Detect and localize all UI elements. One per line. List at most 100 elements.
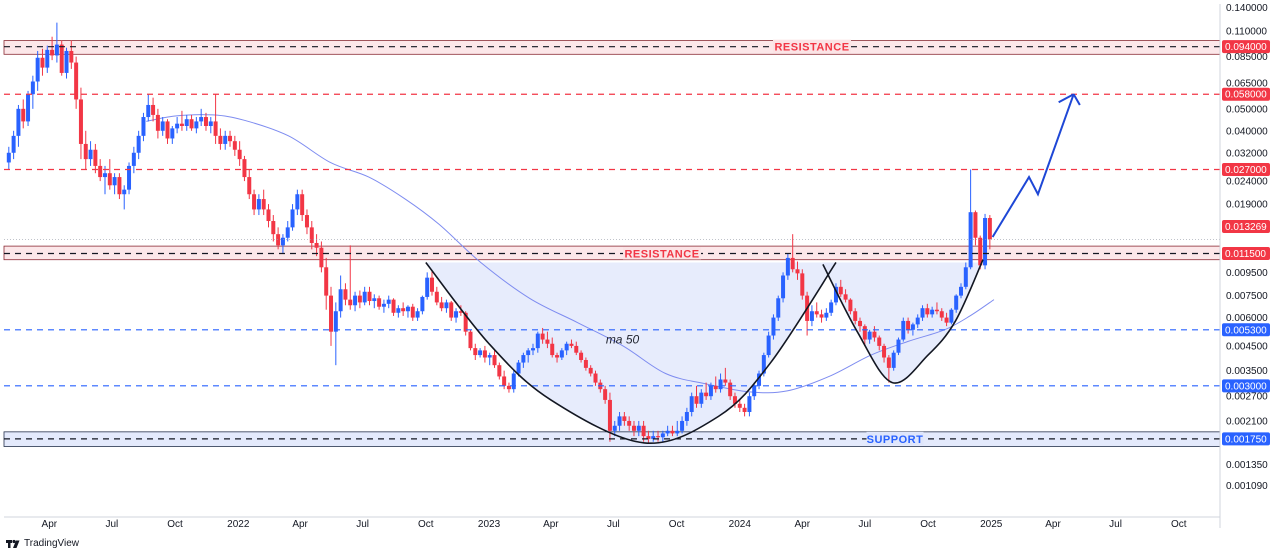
candle-body	[59, 44, 64, 73]
candle-body	[920, 308, 925, 318]
candle-body	[939, 311, 944, 318]
y-tick-label: 0.001090	[1226, 481, 1268, 492]
price-tag-bg	[1222, 247, 1270, 261]
candle-body	[530, 348, 535, 351]
candle-body	[35, 57, 40, 82]
candle-body	[136, 135, 141, 153]
candle-body	[357, 295, 362, 303]
candle-body	[151, 104, 156, 115]
candle-body	[651, 436, 656, 439]
price-tag-bg	[1222, 87, 1270, 101]
candle-body	[377, 298, 382, 307]
candle-body	[978, 237, 983, 266]
candle-body	[261, 199, 266, 210]
candle-body	[983, 217, 988, 266]
x-tick-label: Oct	[669, 519, 685, 530]
candle-body	[540, 333, 545, 340]
candle-body	[11, 135, 16, 153]
candle-body	[867, 331, 872, 340]
candle-body	[785, 257, 790, 276]
candle-body	[367, 291, 372, 302]
candle-body	[761, 355, 766, 374]
x-tick-label: Oct	[1171, 519, 1187, 530]
y-tick-label: 0.110000	[1226, 27, 1267, 38]
price-tag: 0.011500	[1225, 249, 1266, 260]
candle-body	[194, 121, 199, 129]
candle-body	[252, 194, 257, 210]
ma-layer	[146, 114, 995, 394]
candle-body	[958, 286, 963, 296]
y-tick-label: 0.007500	[1226, 291, 1268, 302]
candle-body	[680, 420, 685, 431]
candle-body	[473, 348, 478, 356]
candle-body	[723, 379, 728, 383]
candle-body	[430, 277, 435, 292]
candle-body	[569, 343, 574, 346]
candle-body	[223, 135, 228, 144]
candle-body	[69, 50, 74, 63]
candle-body	[612, 425, 617, 431]
candle-body	[391, 299, 396, 313]
x-tick-label: Jul	[1109, 519, 1122, 530]
candle-body	[641, 425, 646, 437]
candle-body	[175, 123, 180, 129]
candle-body	[276, 234, 281, 246]
candle-body	[285, 227, 290, 238]
candle-body	[26, 94, 31, 122]
candle-body	[54, 44, 59, 56]
candle-body	[593, 373, 598, 383]
candle-body	[699, 392, 704, 404]
candle-body	[742, 407, 747, 412]
candle-body	[732, 396, 737, 404]
candle-body	[372, 298, 377, 302]
candle-body	[74, 62, 79, 100]
candle-body	[603, 389, 608, 400]
candle-body	[497, 365, 502, 377]
candle-body	[858, 320, 863, 327]
candle-body	[213, 121, 218, 136]
candle-body	[675, 430, 680, 434]
y-tick-label: 0.001350	[1226, 460, 1268, 471]
candle-body	[309, 227, 314, 243]
candle-body	[694, 396, 699, 404]
candle-body	[949, 309, 954, 323]
tradingview-logo-icon	[6, 539, 20, 548]
x-tick-label: Oct	[920, 519, 936, 530]
candle-body	[516, 362, 521, 374]
x-tick-label: Apr	[1045, 519, 1061, 530]
candle-body	[752, 385, 757, 397]
candle-body	[117, 177, 122, 195]
candle-body	[280, 237, 285, 246]
candle-body	[877, 337, 882, 346]
y-tick-label: 0.019000	[1226, 200, 1268, 211]
candle-body	[882, 345, 887, 358]
candle-body	[425, 277, 430, 297]
candle-body	[824, 312, 829, 318]
candle-body	[401, 308, 406, 312]
price-tag: 0.003000	[1225, 381, 1267, 392]
candle-body	[833, 286, 838, 303]
price-tag-bg	[1222, 323, 1270, 337]
y-tick-label: 0.040000	[1226, 126, 1268, 137]
x-tick-label: Jul	[607, 519, 620, 530]
candle-body	[757, 373, 762, 386]
candle-body	[550, 343, 555, 356]
projection-layer	[991, 93, 1081, 238]
zone-label-bg-3	[623, 246, 701, 260]
tradingview-brand[interactable]: TradingView	[6, 538, 79, 549]
price-tag: 0.001750	[1225, 434, 1267, 445]
x-tick-label: Apr	[292, 519, 308, 530]
candle-body	[848, 299, 853, 312]
candle-body	[800, 273, 805, 296]
candle-body	[324, 267, 329, 296]
candle-body	[737, 403, 742, 408]
candle-body	[511, 373, 516, 390]
candle-body	[526, 350, 531, 356]
candle-body	[439, 302, 444, 309]
candle-body	[944, 317, 949, 323]
candle-body	[381, 303, 386, 307]
candle-body	[199, 117, 204, 122]
candle-body	[98, 165, 103, 178]
